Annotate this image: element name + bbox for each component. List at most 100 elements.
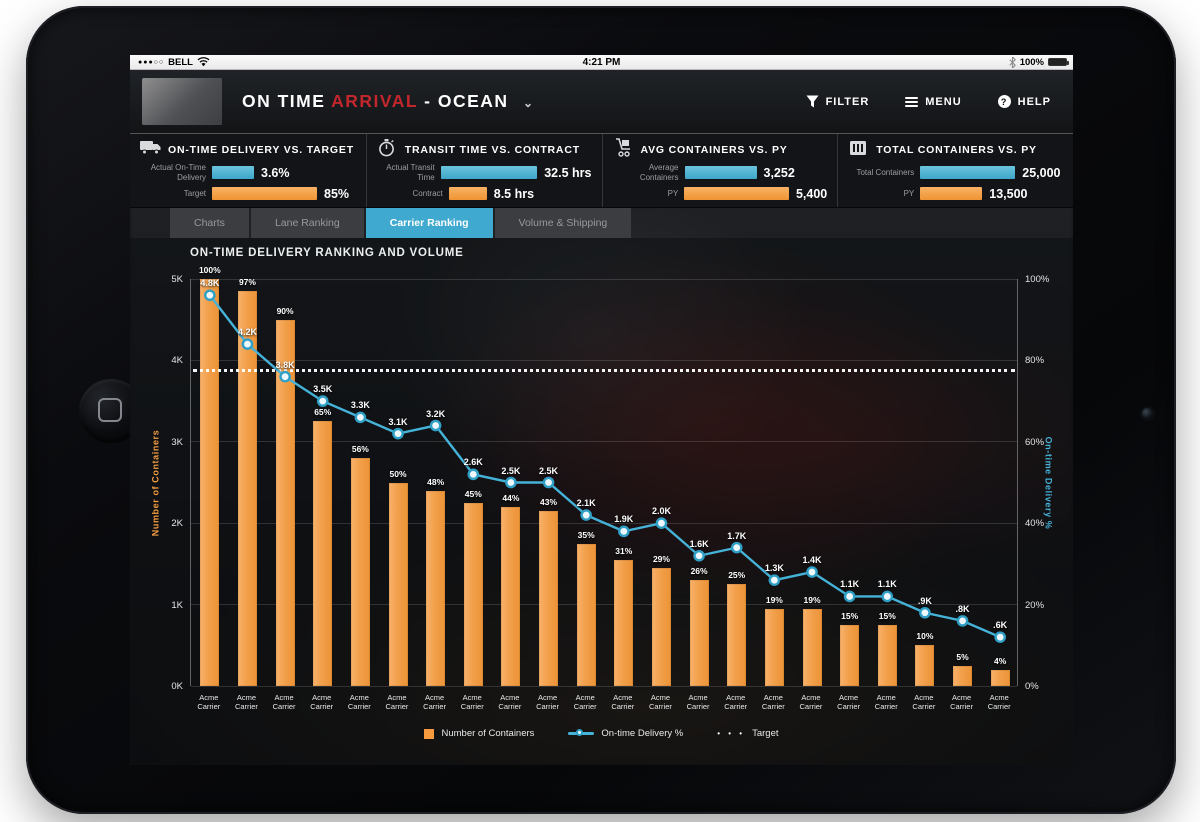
line-point[interactable]: [392, 427, 404, 440]
kpi-row-contract: Contract 8.5 hrs: [377, 184, 592, 203]
point-value-label: 1.1K: [840, 579, 860, 590]
stopwatch-icon: [377, 138, 397, 162]
x-tick-label: Acme Carrier: [460, 693, 484, 712]
tab-bar: Charts Lane Ranking Carrier Ranking Volume …: [170, 208, 632, 238]
kpi-value: 13,500: [989, 186, 1028, 201]
tab-lane-ranking[interactable]: Lane Ranking: [250, 208, 364, 238]
left-axis-title: Number of Containers: [150, 429, 161, 537]
header-action-menu[interactable]: MENU: [905, 95, 961, 109]
legend-label: Target: [752, 728, 779, 739]
line-point[interactable]: [580, 509, 592, 521]
kpi-label: PY: [667, 188, 679, 198]
line-point[interactable]: [994, 631, 1006, 643]
x-tick-label: Acme Carrier: [686, 693, 710, 712]
dolly-icon: [613, 138, 633, 162]
point-value-label: 1.6K: [689, 538, 709, 549]
x-tick-label: Acme Carrier: [234, 693, 258, 712]
white-dots-swatch: • • •: [717, 729, 746, 738]
point-value-label: 3.1K: [388, 416, 408, 427]
kpi-row-actual-transit-time: Actual Transit Time 32.5 hrs: [377, 163, 591, 182]
line-point[interactable]: [354, 411, 367, 424]
line-point[interactable]: [655, 517, 668, 529]
page-title[interactable]: ON TIME ARRIVAL - OCEAN ⌄: [242, 91, 535, 112]
left-axis-tick: 5K: [171, 274, 183, 285]
kpi-label: Average Containers: [639, 163, 679, 182]
kpi-bar-blue: [684, 166, 757, 179]
header-action-help[interactable]: ? HELP: [997, 95, 1051, 108]
left-axis-tick: 0K: [171, 681, 183, 692]
point-value-label: 2.0K: [651, 506, 671, 517]
chevron-down-icon[interactable]: ⌄: [522, 96, 535, 110]
question-circle-icon: ?: [997, 95, 1011, 108]
right-axis-tick: 40%: [1025, 518, 1045, 530]
kpi-title: TRANSIT TIME VS. CONTRACT: [404, 144, 580, 156]
point-value-label: .9K: [917, 595, 932, 606]
legend-label: Number of Containers: [441, 728, 535, 739]
line-point[interactable]: [956, 615, 969, 627]
legend-target[interactable]: • • • Target: [717, 728, 778, 739]
x-tick-label: Acme Carrier: [536, 693, 559, 712]
kpi-row-actual-on-time-delivery: Actual On-Time Delivery 3.6%: [140, 163, 356, 182]
x-tick-label: Acme Carrier: [347, 693, 371, 712]
line-point[interactable]: [806, 566, 818, 578]
x-tick-label: Acme Carrier: [874, 693, 898, 712]
point-value-label: 3.5K: [313, 384, 333, 395]
truck-icon: [140, 140, 161, 160]
right-axis-tick: 100%: [1025, 274, 1050, 285]
line-point[interactable]: [768, 574, 781, 586]
battery-icon: [1048, 58, 1069, 66]
kpi-value: 85%: [324, 186, 350, 201]
line-point[interactable]: [204, 289, 216, 302]
x-tick-label: Acme Carrier: [498, 693, 522, 712]
line-point[interactable]: [241, 338, 254, 350]
line-point[interactable]: [881, 590, 894, 603]
x-tick-label: Acme Carrier: [799, 693, 823, 712]
x-axis-labels: Acme Carrier Acme Carrier Acme Carrier Acme Car…: [190, 693, 1018, 717]
tab-carrier-ranking[interactable]: Carrier Ranking: [365, 208, 493, 238]
status-bar: ●●●○○ BELL 4:21 PM 100%: [130, 55, 1073, 70]
kpi-card-total-containers-vs-py: TOTAL CONTAINERS VS. PY Total Containers 2…: [837, 134, 1073, 207]
line-point[interactable]: [919, 606, 931, 619]
kpi-label: Total Containers: [856, 167, 915, 177]
kpi-card-transit-time-vs-contract: TRANSIT TIME VS. CONTRACT Actual Transit …: [365, 134, 602, 207]
battery-percent: 100%: [1019, 56, 1044, 68]
header-actions: FILTER MENU ? HELP: [806, 95, 1051, 109]
kpi-title: ON-TIME DELIVERY VS. TARGET: [168, 144, 354, 156]
kpi-label: Contract: [412, 188, 443, 198]
line-point[interactable]: [542, 476, 555, 489]
line-point[interactable]: [429, 419, 442, 432]
line-point[interactable]: [618, 525, 630, 538]
kpi-bar-blue: [920, 166, 1016, 179]
funnel-icon: [806, 95, 819, 108]
header-action-filter[interactable]: FILTER: [806, 95, 870, 108]
line-point[interactable]: [730, 541, 743, 554]
point-value-label: 1.3K: [764, 563, 784, 574]
point-value-label: 2.6K: [463, 457, 483, 468]
kpi-value: 25,000: [1022, 165, 1061, 180]
left-axis-tick: 1K: [171, 599, 183, 611]
line-point[interactable]: [467, 468, 480, 481]
x-tick-label: Acme Carrier: [611, 693, 635, 712]
line-point[interactable]: [693, 549, 705, 562]
x-tick-label: Acme Carrier: [385, 693, 409, 712]
clock: 4:21 PM: [582, 56, 621, 68]
kpi-row-py: PY 5,400: [613, 184, 828, 203]
line-point[interactable]: [843, 590, 856, 603]
line-point[interactable]: [505, 476, 517, 489]
hamburger-icon: [905, 95, 919, 109]
point-value-label: 2.5K: [539, 465, 559, 476]
kpi-row-py: PY 13,500: [848, 184, 1063, 203]
line-point[interactable]: [279, 370, 291, 383]
right-axis-tick: 0%: [1025, 681, 1039, 692]
kpi-row-target: Target 85%: [140, 184, 356, 203]
legend-number-of-containers[interactable]: Number of Containers: [424, 728, 534, 739]
legend-on-time-delivery[interactable]: On-time Delivery %: [568, 728, 683, 739]
chart-plot-area: 5K 100% 4K 80% 3K 60% 2K 40% 1K 20% 0K 0% 100% 97% 90%…: [171, 265, 1049, 692]
kpi-bar-orange: [448, 187, 487, 200]
point-value-label: 3.2K: [426, 408, 446, 419]
tab-volume-shipping[interactable]: Volume & Shipping: [494, 208, 632, 238]
right-axis-tick: 60%: [1025, 436, 1045, 448]
line-point[interactable]: [316, 395, 329, 407]
tab-charts[interactable]: Charts: [170, 208, 249, 238]
